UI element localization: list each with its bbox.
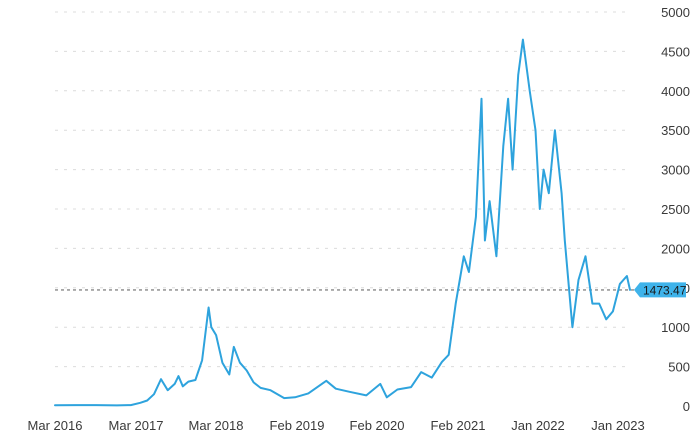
last-price-badge-background [634,282,686,298]
y-tick-label: 0 [683,399,690,414]
x-tick-label: Mar 2017 [109,418,164,433]
y-tick-label: 4500 [661,44,690,59]
x-tick-label: Jan 2023 [591,418,645,433]
y-axis: 0500100015002000250030003500400045005000 [661,5,690,414]
y-tick-label: 500 [668,360,690,375]
x-tick-label: Jan 2022 [511,418,565,433]
y-tick-label: 4000 [661,84,690,99]
y-tick-label: 5000 [661,5,690,20]
x-tick-label: Mar 2016 [28,418,83,433]
y-tick-label: 1000 [661,320,690,335]
last-price-badge: 1473.47 [634,282,687,298]
last-price-label: 1473.47 [643,283,687,297]
x-axis: Mar 2016 Mar 2017 Mar 2018 Feb 2019 Feb 2020… [28,418,645,433]
x-tick-label: Mar 2018 [189,418,244,433]
y-tick-label: 2500 [661,202,690,217]
price-series-line [54,38,631,407]
x-tick-label: Feb 2019 [270,418,325,433]
y-tick-label: 2000 [661,241,690,256]
x-tick-label: Feb 2020 [350,418,405,433]
y-tick-label: 3000 [661,163,690,178]
y-tick-label: 3500 [661,123,690,138]
x-tick-label: Feb 2021 [431,418,486,433]
grid-lines [55,11,630,368]
